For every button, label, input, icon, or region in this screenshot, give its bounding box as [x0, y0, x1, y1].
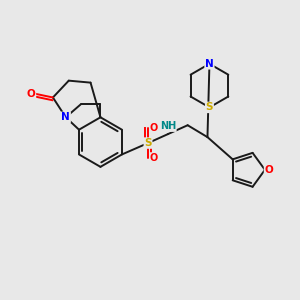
Text: O: O [27, 88, 35, 98]
Text: S: S [144, 138, 152, 148]
Text: N: N [61, 112, 70, 122]
Text: NH: NH [160, 121, 176, 131]
Text: N: N [205, 59, 214, 69]
Text: S: S [206, 102, 213, 112]
Text: O: O [150, 153, 158, 163]
Text: O: O [265, 165, 273, 175]
Text: O: O [150, 123, 158, 133]
